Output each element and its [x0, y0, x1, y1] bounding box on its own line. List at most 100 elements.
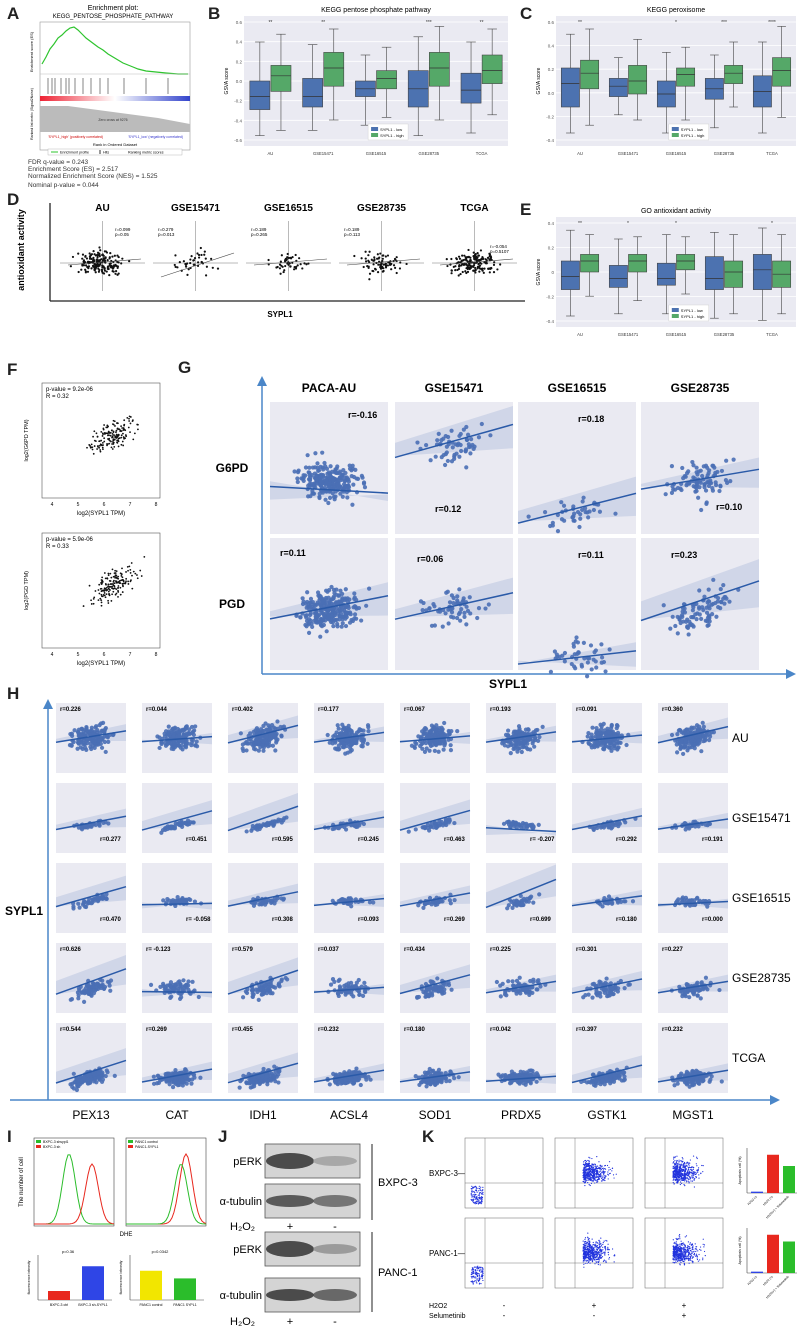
f-xtick: 6	[103, 652, 106, 658]
scatter-point	[259, 986, 263, 990]
scatter-point	[617, 740, 621, 744]
scatter-point	[587, 993, 591, 997]
legend-swatch-high	[371, 133, 378, 137]
scatter-point	[517, 727, 521, 731]
scatter-point	[606, 745, 610, 749]
f-point	[130, 579, 132, 581]
scatter-point	[722, 602, 726, 606]
f-point	[130, 423, 132, 425]
scatter-point	[721, 583, 725, 587]
scatter-point	[95, 982, 99, 986]
scatter-point	[306, 605, 310, 609]
scatter-point	[677, 985, 681, 989]
scatter-tile-bg	[142, 943, 212, 1013]
scatter-point	[361, 744, 365, 748]
scatter-point	[91, 744, 95, 748]
scatter-point	[722, 595, 726, 599]
d-point	[291, 256, 293, 258]
h-r-value: r=0.193	[490, 707, 512, 713]
f-point	[113, 424, 115, 426]
scatter-point	[178, 1080, 182, 1084]
scatter-point	[628, 982, 632, 986]
f-point	[117, 428, 119, 430]
d-point	[375, 262, 377, 264]
scatter-point	[320, 451, 324, 455]
scatter-point	[257, 741, 261, 745]
scatter-point	[178, 823, 182, 827]
scatter-point	[364, 604, 368, 608]
scatter-point	[320, 624, 324, 628]
scatter-point	[313, 471, 317, 475]
scatter-point	[590, 996, 594, 1000]
scatter-point	[675, 750, 679, 754]
scatter-point	[451, 445, 455, 449]
scatter-point	[176, 895, 180, 899]
f-point	[117, 587, 119, 589]
scatter-point	[574, 635, 578, 639]
f-point	[137, 428, 139, 430]
scatter-point	[332, 596, 336, 600]
f-point	[122, 445, 124, 447]
f-point	[113, 588, 115, 590]
h-ylabel: SYPL1	[5, 904, 43, 918]
scatter-point	[363, 485, 367, 489]
h-r-value: r=0.191	[702, 837, 724, 843]
scatter-point	[192, 733, 196, 737]
h-r-value: r=0.308	[272, 917, 294, 923]
h-r-value: r=0.463	[444, 837, 466, 843]
f-point	[86, 447, 88, 449]
d-point	[70, 265, 72, 267]
f-point	[112, 569, 114, 571]
f-point	[104, 592, 106, 594]
scatter-point	[83, 732, 87, 736]
scatter-point	[719, 587, 723, 591]
d-point	[367, 266, 369, 268]
scatter-point	[586, 515, 590, 519]
significance-stars: *	[771, 221, 773, 227]
f-point	[93, 453, 95, 455]
d-point	[465, 263, 467, 265]
f-point	[122, 585, 124, 587]
scatter-point	[514, 821, 518, 825]
f-point	[105, 596, 107, 598]
f-point	[116, 430, 118, 432]
scatter-point	[415, 995, 419, 999]
scatter-point	[454, 442, 458, 446]
scatter-point	[76, 1078, 80, 1082]
d-point	[293, 268, 295, 270]
ytick-label: 0.0	[548, 91, 555, 96]
f-point	[123, 582, 125, 584]
scatter-point	[451, 615, 455, 619]
box-low	[609, 265, 627, 287]
f-point	[120, 594, 122, 596]
f-point	[107, 433, 109, 435]
f-point	[101, 590, 103, 592]
d-dataset-title: GSE16515	[264, 203, 313, 214]
scatter-point	[610, 987, 614, 991]
f-point	[91, 443, 93, 445]
d-point	[97, 268, 99, 270]
scatter-point	[684, 483, 688, 487]
scatter-point	[704, 976, 708, 980]
d-point	[450, 272, 452, 274]
scatter-point	[443, 611, 447, 615]
f-point	[110, 577, 112, 579]
f-point	[100, 431, 102, 433]
scatter-point	[551, 523, 555, 527]
boxplot-title: KEGG pentose phosphate pathway	[321, 7, 431, 14]
scatter-point	[174, 1082, 178, 1086]
scatter-point	[683, 743, 687, 747]
d-point	[77, 252, 79, 254]
d-point	[108, 274, 110, 276]
scatter-point	[93, 988, 97, 992]
scatter-point	[590, 667, 594, 671]
scatter-point	[509, 825, 513, 829]
f-point	[102, 448, 104, 450]
scatter-point	[572, 512, 576, 516]
scatter-point	[693, 743, 697, 747]
scatter-point	[350, 503, 354, 507]
scatter-point	[245, 829, 249, 833]
f-point	[134, 432, 136, 434]
